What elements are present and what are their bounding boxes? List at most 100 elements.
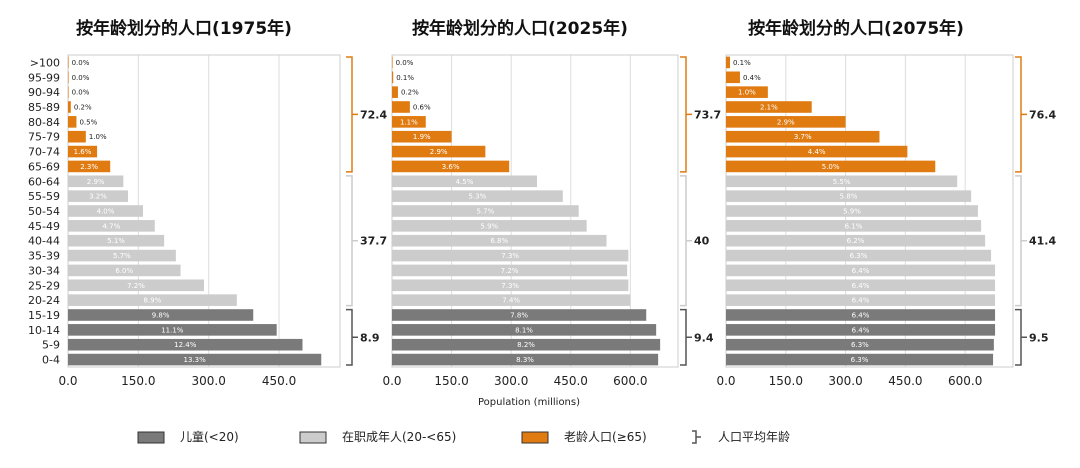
bar-35-39 (392, 249, 629, 262)
bar-label: 6.4% (852, 326, 870, 334)
x-tick-label: 300.0 (494, 374, 528, 388)
bracket-working (1015, 175, 1027, 307)
legend-swatch-elderly (521, 431, 549, 444)
x-tick-label: 450.0 (888, 374, 922, 388)
bar-85-89 (392, 101, 410, 113)
bar-label: 4.5% (456, 178, 474, 186)
legend-label: 人口平均年龄 (718, 430, 790, 444)
bar-label: 1.0% (738, 89, 756, 97)
bar-label: 0.1% (396, 74, 414, 82)
bar-55-59 (726, 190, 972, 202)
bracket-working (346, 175, 358, 307)
y-tick-label: 85-89 (28, 101, 60, 114)
bar-35-39 (68, 249, 176, 262)
bar-35-39 (726, 249, 992, 262)
bar-label: 5.7% (476, 208, 494, 216)
y-tick-label: 75-79 (28, 131, 60, 144)
bar-15-19 (726, 309, 996, 321)
bar-70-74 (726, 145, 908, 158)
bar-label: 7.2% (501, 267, 519, 275)
bar-0-4 (68, 353, 322, 366)
bar-label: 7.2% (127, 282, 145, 290)
bar-20-24 (726, 294, 996, 306)
bar-label: 8.1% (515, 326, 533, 334)
y-tick-label: 40-44 (28, 235, 60, 248)
bar-50-54 (726, 205, 978, 217)
y-tick-label: 55-59 (28, 190, 60, 203)
bar-65-69 (392, 160, 510, 173)
bar-90-94 (726, 86, 768, 98)
bar-0-4 (726, 353, 994, 366)
bar-label: 4.7% (102, 222, 120, 230)
x-tick-label: 300.0 (828, 374, 862, 388)
x-axis-label: Population (millions) (478, 397, 580, 408)
bar-15-19 (68, 309, 254, 321)
x-tick-label: 0.0 (58, 374, 77, 388)
bar-label: 0.2% (401, 89, 419, 97)
bracket-child (1015, 308, 1027, 366)
bar-30-34 (68, 264, 181, 277)
bar-label: 2.9% (430, 148, 448, 156)
bracket-elderly (346, 56, 358, 173)
bracket-elderly (1015, 56, 1027, 173)
bar-40-44 (68, 234, 165, 247)
bar-label: 6.0% (115, 267, 133, 275)
bar-label: 5.7% (113, 252, 131, 260)
avg-age-elderly: 76.4 (1029, 108, 1056, 121)
bar-95-99 (726, 71, 740, 84)
bar-label: 0.2% (74, 104, 92, 112)
bar-label: 5.1% (107, 237, 125, 245)
x-tick-label: 600.0 (613, 374, 647, 388)
bar-40-44 (392, 234, 607, 247)
y-tick-label: 65-69 (28, 160, 60, 173)
y-tick-label: 25-29 (28, 279, 60, 292)
bar-20-24 (392, 294, 631, 306)
bar-0-4 (392, 353, 659, 366)
bar-label: 5.9% (843, 208, 861, 216)
y-tick-label: 95-99 (28, 71, 60, 84)
bar-label: 4.4% (808, 148, 826, 156)
bar-label: 6.3% (850, 252, 868, 260)
x-tick-label: 600.0 (948, 374, 982, 388)
bar-60-64 (68, 175, 124, 188)
chart-panel-3: 按年龄划分的人口(2075年) 6.3% 6.3% 6.4% 6.4% 6.4% 6.4% 6… (716, 18, 1056, 388)
y-tick-label: 20-24 (28, 294, 60, 307)
bar-55-59 (68, 190, 129, 202)
y-tick-label: 35-39 (28, 250, 60, 263)
chart-panel-1: 按年龄划分的人口(1975年) 13.3% 0-4 12.4% 5-9 11.1% 10-1… (28, 18, 387, 388)
bar-80-84 (392, 116, 426, 128)
avg-age-working: 40 (694, 235, 710, 248)
bar-85-89 (68, 101, 71, 113)
bar-75-79 (392, 130, 452, 143)
x-tick-label: 150.0 (121, 374, 155, 388)
bar-label: 1.6% (74, 148, 92, 156)
bar-label: 0.0% (72, 89, 90, 97)
bar-45-49 (726, 220, 982, 232)
y-tick-label: 45-49 (28, 220, 60, 233)
y-tick-label: 80-84 (28, 116, 60, 129)
bar-70-74 (392, 145, 486, 158)
bar-10-14 (68, 324, 277, 336)
bar-label: 7.4% (502, 297, 520, 305)
y-tick-label: >100 (30, 56, 60, 69)
bar-label: 2.3% (80, 163, 98, 171)
bar-label: 0.0% (72, 74, 90, 82)
avg-age-elderly: 73.7 (694, 108, 721, 121)
bar-95-99 (68, 71, 69, 84)
avg-age-child: 8.9 (360, 331, 380, 344)
legend-label: 在职成年人(20-<65) (342, 430, 456, 444)
bar-label: 2.9% (87, 178, 105, 186)
y-tick-label: 30-34 (28, 264, 60, 277)
bar-label: 2.1% (760, 104, 778, 112)
bar-label: 0.6% (413, 104, 431, 112)
bar-50-54 (68, 205, 144, 217)
bar-80-84 (726, 116, 846, 128)
legend-label: 儿童(<20) (180, 429, 239, 444)
bar-15-19 (392, 309, 647, 321)
bar-65-69 (68, 160, 111, 173)
chart-panel-2: 按年龄划分的人口(2025年) 8.3% 8.2% 8.1% 7.8% 7.4% 7.3% 7… (382, 18, 721, 408)
bar-45-49 (392, 220, 587, 232)
bar-30-34 (392, 264, 628, 277)
bar-60-64 (392, 175, 537, 188)
bar-label: 4.0% (97, 208, 115, 216)
